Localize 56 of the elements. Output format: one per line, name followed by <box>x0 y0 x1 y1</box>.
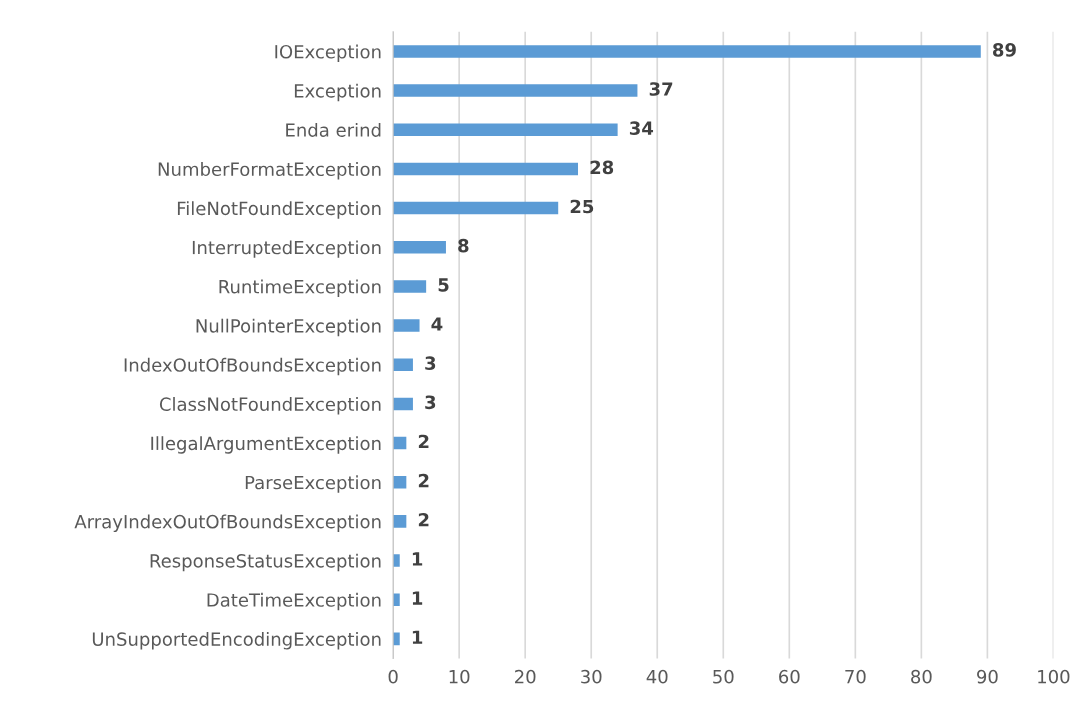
y-tick-label: IllegalArgumentException <box>151 436 381 454</box>
bar <box>393 554 400 567</box>
bar <box>393 84 638 97</box>
data-label: 4 <box>431 317 443 331</box>
bar <box>393 201 559 215</box>
data-label: 2 <box>418 473 429 488</box>
data-label: 34 <box>629 121 654 135</box>
data-label: 3 <box>425 356 436 370</box>
y-tick-label: DateTimeException <box>207 592 381 611</box>
x-tick-label: 10 <box>449 669 470 684</box>
data-label: 1 <box>412 552 423 566</box>
y-tick-label: IndexOutOfBoundsException <box>124 357 381 376</box>
bar <box>393 515 407 528</box>
y-tick-label: ResponseStatusException <box>150 553 381 572</box>
y-tick-label: NumberFormatException <box>158 162 381 180</box>
bar <box>393 162 579 176</box>
bar <box>393 123 618 137</box>
x-tick-label: 20 <box>515 669 536 684</box>
x-tick-label: 40 <box>646 669 668 684</box>
y-tick-label: InterruptedException <box>192 240 381 258</box>
y-tick-label: IOException <box>275 44 381 63</box>
data-label: 37 <box>649 82 673 96</box>
data-label: 3 <box>425 395 436 410</box>
data-label: 1 <box>412 591 423 605</box>
x-tick-label: 60 <box>779 669 800 684</box>
x-tick-label: 90 <box>977 669 998 684</box>
x-tick-label: 70 <box>845 669 866 684</box>
y-tick-label: ParseException <box>245 475 381 493</box>
bar <box>393 358 413 371</box>
y-tick-label: Exception <box>294 83 381 102</box>
y-tick-label: UnSupportedEncodingException <box>92 632 381 650</box>
data-label: 5 <box>438 278 449 292</box>
x-tick-label: 0 <box>388 669 398 684</box>
y-tick-label: Enda erind <box>286 122 381 137</box>
x-tick-label: 50 <box>713 669 734 684</box>
y-tick-label: ArrayIndexOutOfBoundsException <box>74 514 381 532</box>
bar <box>393 280 427 293</box>
data-label: 2 <box>418 434 429 449</box>
data-label: 25 <box>570 199 594 214</box>
y-tick-label: RuntimeException <box>219 279 381 298</box>
x-tick-label: 100 <box>1038 669 1070 684</box>
bar <box>393 240 446 254</box>
bar <box>393 397 413 411</box>
bar <box>393 45 981 58</box>
data-label: 89 <box>993 43 1016 57</box>
y-tick-label: NullPointerException <box>196 318 381 337</box>
x-tick-label: 80 <box>911 669 932 684</box>
data-label: 1 <box>412 630 423 644</box>
data-label: 8 <box>458 238 469 253</box>
bar <box>393 319 420 332</box>
data-label: 28 <box>590 160 614 175</box>
data-label: 2 <box>418 512 429 527</box>
y-tick-label: ClassNotFoundException <box>159 397 381 415</box>
bar <box>393 593 400 606</box>
x-tick-label: 30 <box>581 669 602 684</box>
y-tick-label: FileNotFoundException <box>177 201 381 219</box>
